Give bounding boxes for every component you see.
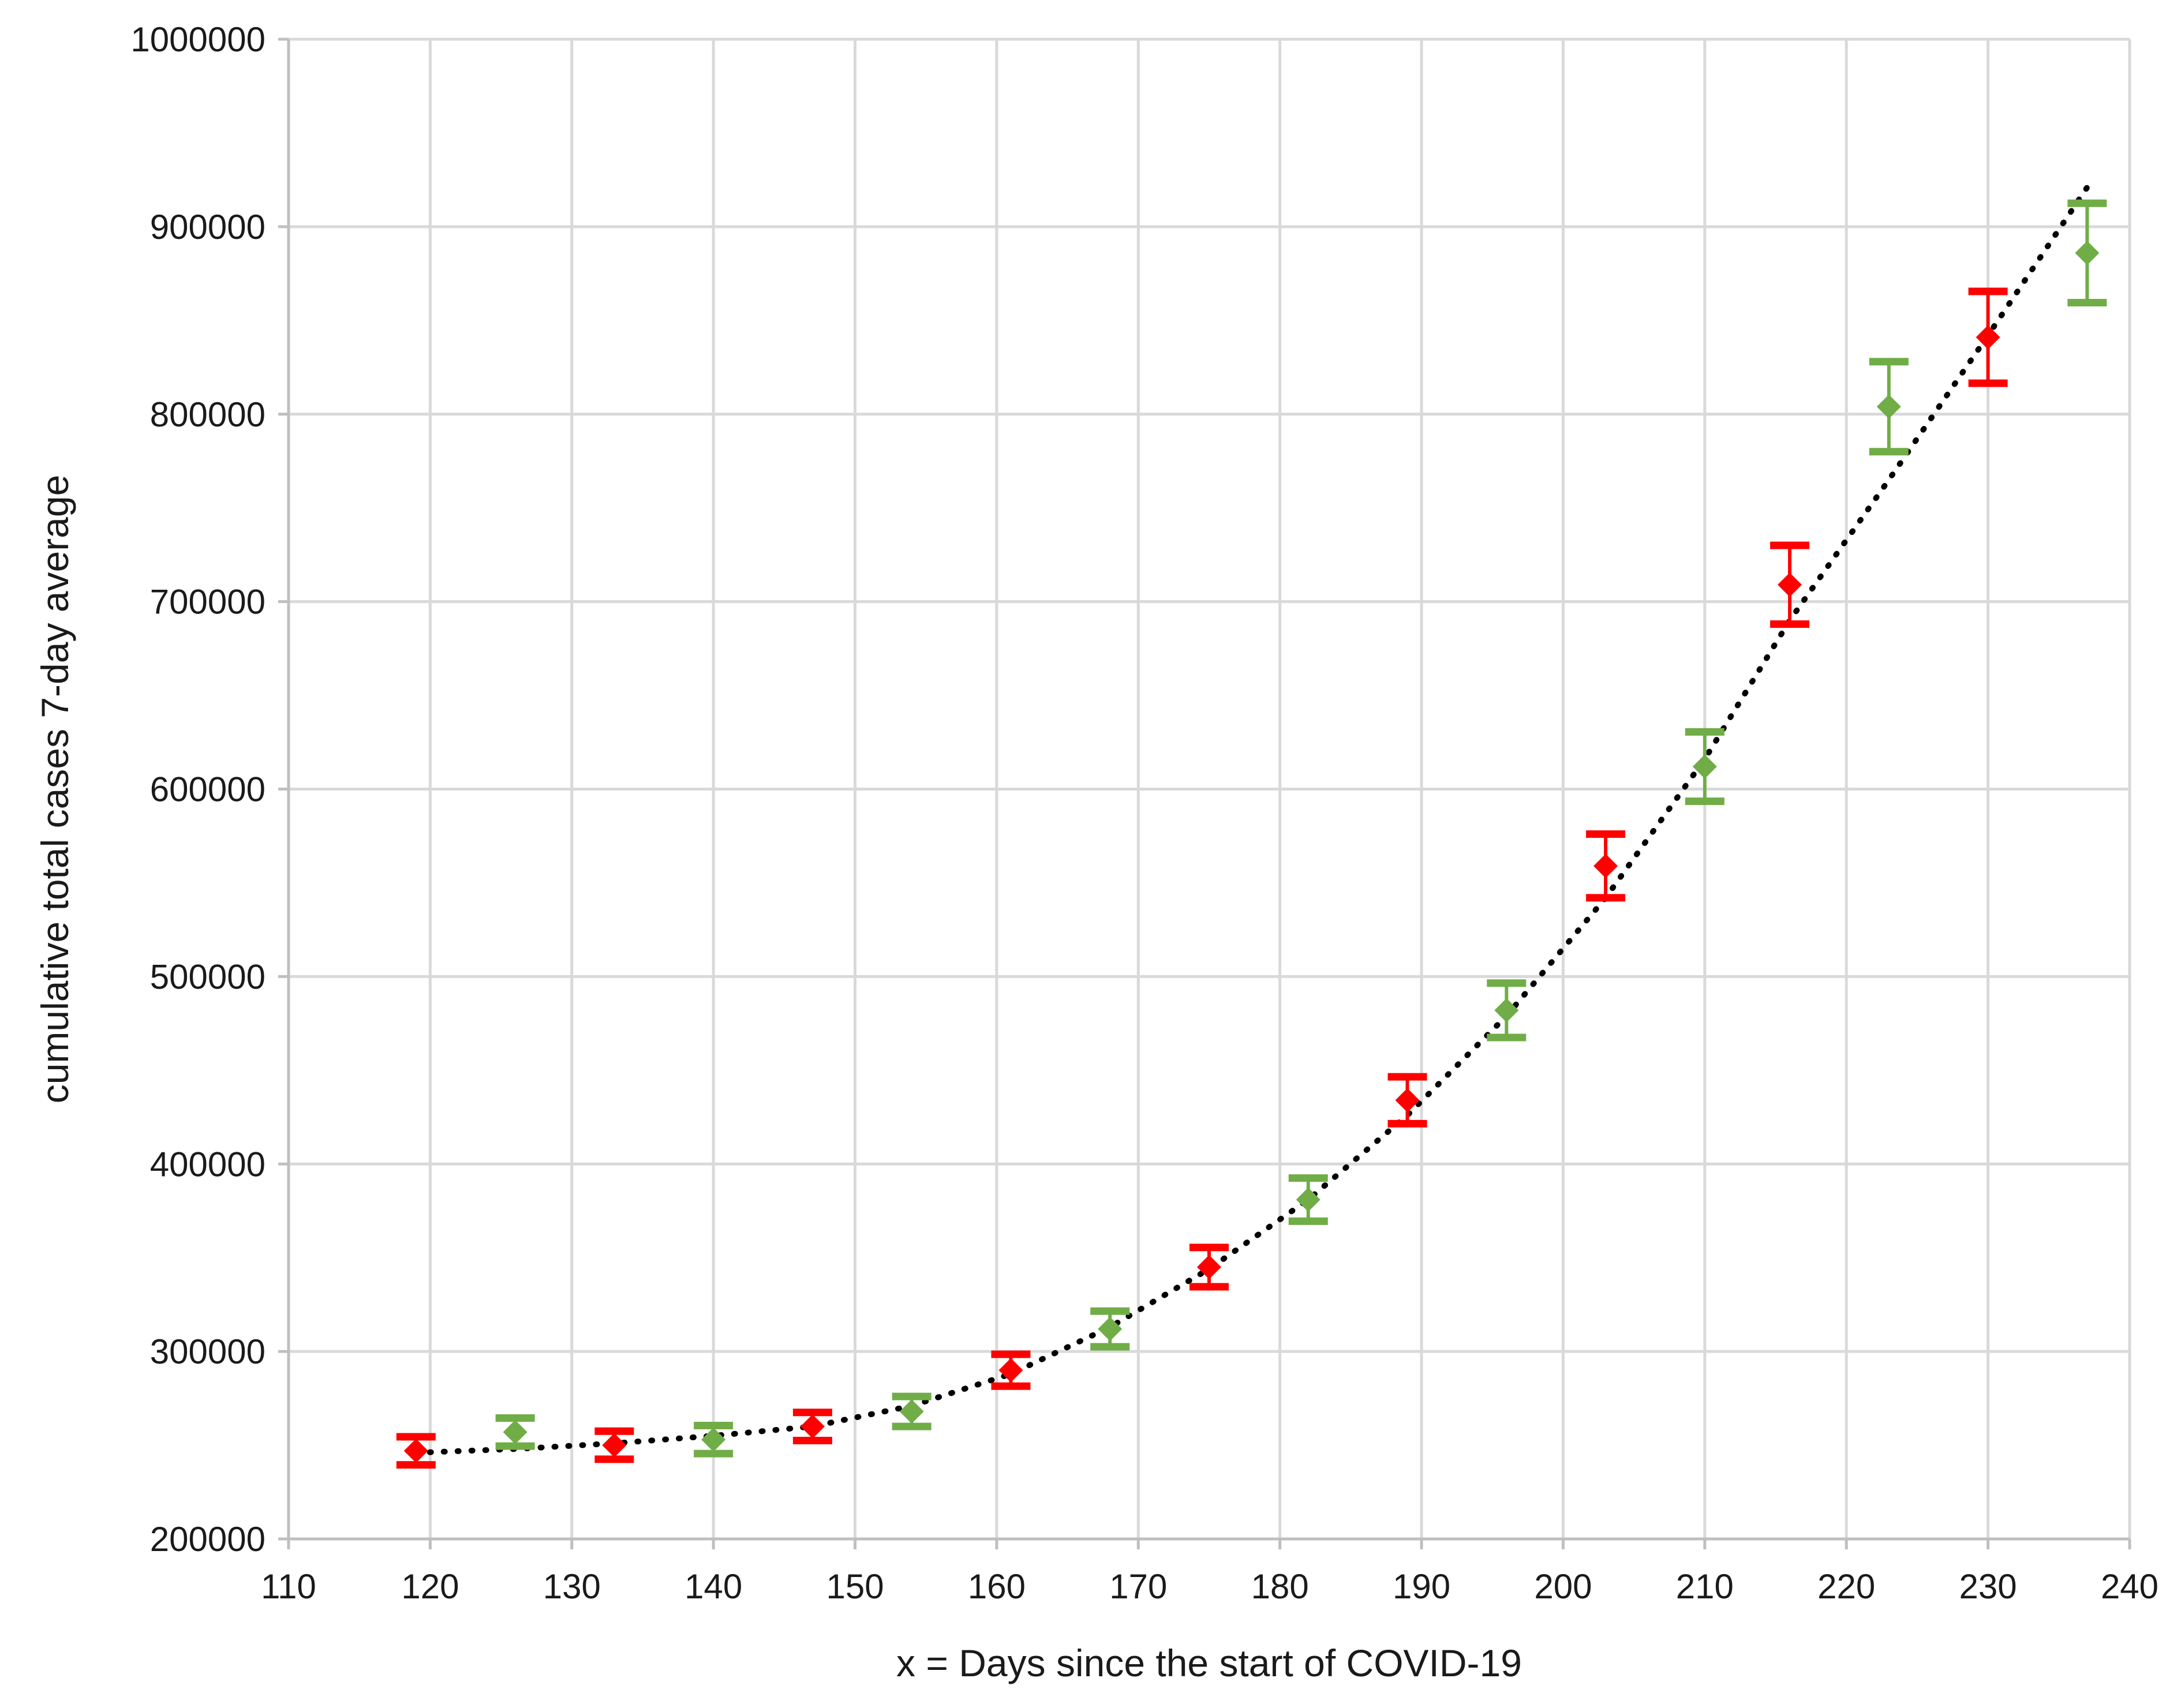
x-tick-label: 220 — [1817, 1567, 1875, 1606]
data-point — [1770, 541, 1810, 628]
x-tick-label: 230 — [1959, 1567, 2017, 1606]
data-point — [892, 1392, 931, 1430]
point-marker — [1494, 998, 1519, 1022]
point-marker — [1197, 1254, 1221, 1279]
point-marker — [1395, 1088, 1420, 1113]
y-tick-label: 600000 — [150, 770, 265, 809]
y-tick-label: 700000 — [150, 583, 265, 621]
y-tick-label: 500000 — [150, 957, 265, 996]
trendline-path — [413, 184, 2090, 1456]
y-tick-label: 200000 — [150, 1520, 265, 1559]
y-tick-label: 800000 — [150, 395, 265, 434]
x-tick-label: 180 — [1251, 1567, 1309, 1606]
point-marker — [1778, 572, 1802, 597]
x-tick-label: 210 — [1676, 1567, 1734, 1606]
y-tick-label: 900000 — [150, 208, 265, 246]
x-tick-label: 160 — [968, 1567, 1026, 1606]
x-tick-label: 240 — [2101, 1567, 2158, 1606]
data-point — [396, 1433, 436, 1469]
axes — [278, 38, 2131, 1549]
point-marker — [800, 1414, 825, 1439]
tick-labels: 110 120 130 140 150 160 170 180 190 200 210 220 230 2… — [130, 20, 2158, 1606]
data-points — [396, 199, 2107, 1469]
x-tick-label: 190 — [1393, 1567, 1450, 1606]
trendline — [413, 184, 2090, 1456]
point-marker — [1876, 394, 1901, 419]
data-point — [1968, 287, 2008, 387]
data-point — [1090, 1307, 1130, 1351]
data-point — [594, 1427, 634, 1463]
point-marker — [1692, 754, 1717, 779]
data-point — [1685, 728, 1724, 806]
data-point — [1387, 1073, 1427, 1128]
point-marker — [503, 1419, 528, 1444]
x-tick-label: 110 — [261, 1567, 316, 1606]
x-tick-label: 130 — [543, 1567, 601, 1606]
grid — [287, 38, 2131, 1541]
point-marker — [1296, 1187, 1320, 1212]
data-point — [2067, 199, 2107, 306]
data-point — [792, 1409, 832, 1444]
x-tick-label: 170 — [1109, 1567, 1167, 1606]
data-point — [1487, 979, 1527, 1042]
data-point — [991, 1350, 1031, 1390]
data-point — [1189, 1243, 1229, 1291]
x-tick-label: 140 — [684, 1567, 742, 1606]
data-point — [1288, 1174, 1328, 1225]
point-marker — [1593, 853, 1618, 878]
x-tick-label: 120 — [401, 1567, 459, 1606]
point-marker — [899, 1399, 924, 1424]
point-marker — [1976, 325, 2000, 350]
data-point — [495, 1414, 535, 1450]
point-marker — [403, 1439, 428, 1463]
x-tick-label: 150 — [826, 1567, 884, 1606]
point-marker — [602, 1433, 627, 1458]
point-marker — [701, 1427, 726, 1452]
y-tick-label: 400000 — [150, 1145, 265, 1183]
data-point — [1869, 358, 1909, 456]
x-axis-title: x = Days since the start of COVID-19 — [896, 1642, 1522, 1684]
point-marker — [998, 1358, 1023, 1383]
point-marker — [1098, 1317, 1123, 1342]
y-axis-title: cumulative total cases 7-day average — [33, 475, 76, 1104]
data-point — [694, 1421, 734, 1458]
data-point — [1586, 830, 1626, 902]
y-tick-label: 1000000 — [130, 20, 265, 59]
point-marker — [2075, 241, 2100, 265]
y-tick-label: 300000 — [150, 1332, 265, 1371]
x-tick-label: 200 — [1534, 1567, 1592, 1606]
